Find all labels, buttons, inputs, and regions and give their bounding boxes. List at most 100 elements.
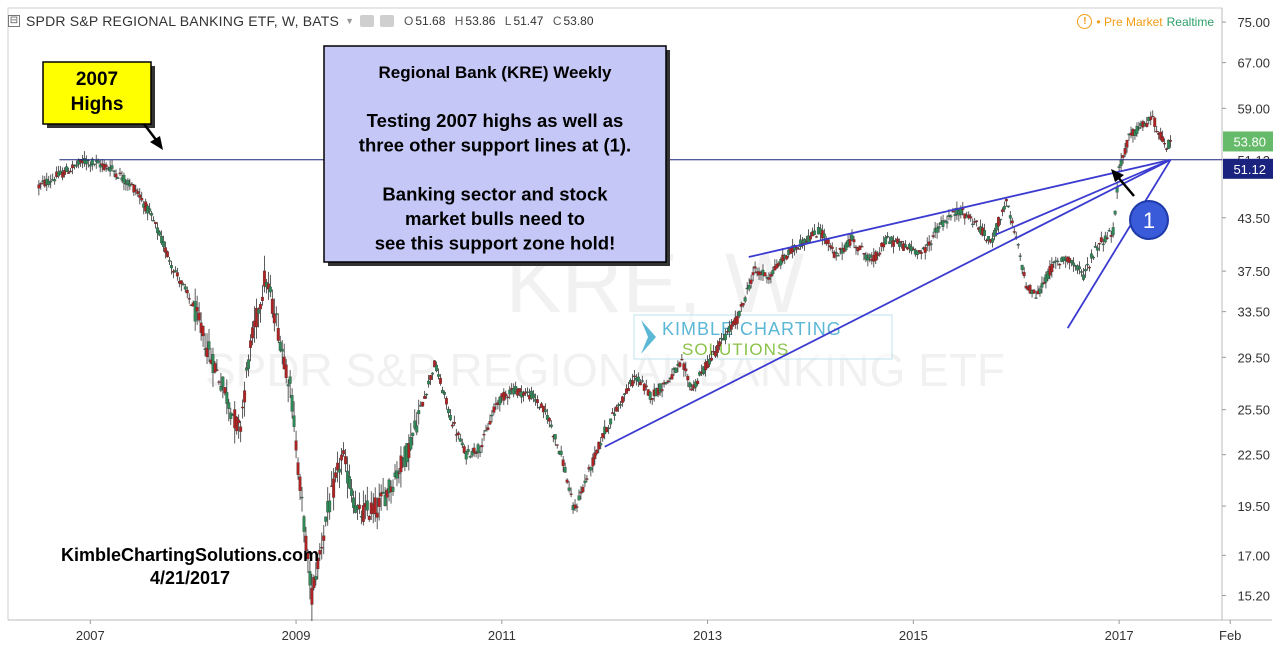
candle-body (723, 333, 727, 340)
candle-body (148, 208, 152, 212)
candle-body (836, 255, 840, 257)
candle-body (941, 220, 945, 228)
settings-icon[interactable] (380, 15, 394, 27)
candle-body (996, 216, 1000, 227)
candle-body (134, 189, 138, 191)
candle-body (743, 297, 747, 302)
candle-body (1155, 130, 1159, 133)
candle-body (397, 472, 401, 474)
alert-icon[interactable]: ! (1077, 14, 1093, 29)
candle-body (549, 424, 553, 427)
candle-body (444, 398, 448, 405)
candle-body (660, 389, 664, 392)
candle-body (65, 166, 69, 173)
candle-body (599, 443, 603, 446)
candle-body (502, 391, 506, 401)
candle-body (884, 237, 888, 245)
logo-line1: KIMBLE CHARTING (662, 319, 842, 339)
candle-body (888, 241, 892, 244)
collapse-icon[interactable]: ⊟ (8, 15, 20, 27)
candle-body (328, 500, 332, 513)
candle-body (987, 236, 990, 241)
candle-body (446, 408, 450, 414)
candle-body (278, 341, 282, 351)
credit-line: KimbleChartingSolutions.com (61, 545, 319, 565)
candle-body (785, 255, 789, 260)
candle-body (1034, 297, 1038, 299)
candle-body (1082, 274, 1085, 280)
candle-body (694, 381, 698, 388)
candle-body (664, 382, 668, 384)
candle-body (1095, 247, 1099, 251)
candle-body (1022, 272, 1026, 277)
candle-body (312, 577, 316, 589)
candle-body (915, 250, 919, 256)
trendline[interactable] (748, 158, 1171, 258)
candle-body (1050, 264, 1054, 273)
candle-body (650, 397, 654, 400)
candle-body (1105, 237, 1109, 239)
candle-body (478, 451, 482, 454)
candle-body (310, 587, 314, 605)
candle-body (555, 444, 559, 446)
candle-body (903, 244, 907, 248)
candle-body (862, 253, 866, 255)
visibility-icon[interactable] (360, 15, 374, 27)
candle-body (597, 441, 601, 450)
candle-body (619, 404, 622, 406)
candle-body (433, 360, 437, 368)
candle-body (138, 194, 142, 198)
y-tick-label: 19.50 (1237, 499, 1270, 514)
candle-body (260, 296, 264, 301)
candle-body (130, 183, 134, 186)
candle-body (896, 238, 899, 244)
candle-body (136, 191, 140, 194)
marker-1[interactable] (1131, 202, 1167, 238)
trendline[interactable] (1066, 159, 1172, 329)
candle-body (890, 236, 894, 242)
candle-body (47, 180, 51, 185)
candle-body (1125, 139, 1129, 148)
candle-body (207, 341, 211, 350)
candle-body (421, 401, 425, 407)
note-line: market bulls need to (405, 208, 585, 229)
candle-body (490, 414, 494, 417)
candle-body (609, 418, 613, 425)
candle-body (1159, 131, 1163, 140)
candle-body (296, 462, 300, 475)
candle-body (795, 247, 799, 249)
candle-body (223, 387, 227, 394)
y-tick-label: 37.50 (1237, 264, 1270, 279)
candle-body (187, 298, 191, 300)
candle-body (854, 246, 858, 249)
candle-body (110, 165, 114, 169)
candle-body (344, 456, 347, 465)
candle-body (1149, 116, 1153, 120)
candle-body (838, 247, 842, 250)
candle-body (769, 274, 773, 277)
candle-body (399, 455, 403, 473)
candle-body (985, 239, 989, 242)
candle-body (450, 424, 454, 427)
symbol-title[interactable]: SPDR S&P REGIONAL BANKING ETF, W, BATS (26, 13, 340, 29)
candle-body (251, 327, 254, 339)
candle-body (1099, 237, 1103, 243)
candle-body (292, 415, 296, 427)
chevron-down-icon[interactable]: ▼ (345, 16, 354, 26)
candle-body (993, 229, 996, 237)
candle-body (1135, 126, 1139, 134)
candle-body (1145, 123, 1149, 127)
candle-body (779, 259, 783, 266)
candle-body (243, 390, 247, 403)
candle-body (108, 166, 112, 172)
candle-body (98, 164, 102, 168)
candle-body (235, 416, 239, 432)
candle-body (324, 516, 328, 522)
candle-body (868, 254, 872, 258)
trendline[interactable] (995, 158, 1171, 236)
trendline[interactable] (604, 158, 1171, 448)
candle-body (314, 576, 318, 581)
candle-body (971, 223, 975, 226)
